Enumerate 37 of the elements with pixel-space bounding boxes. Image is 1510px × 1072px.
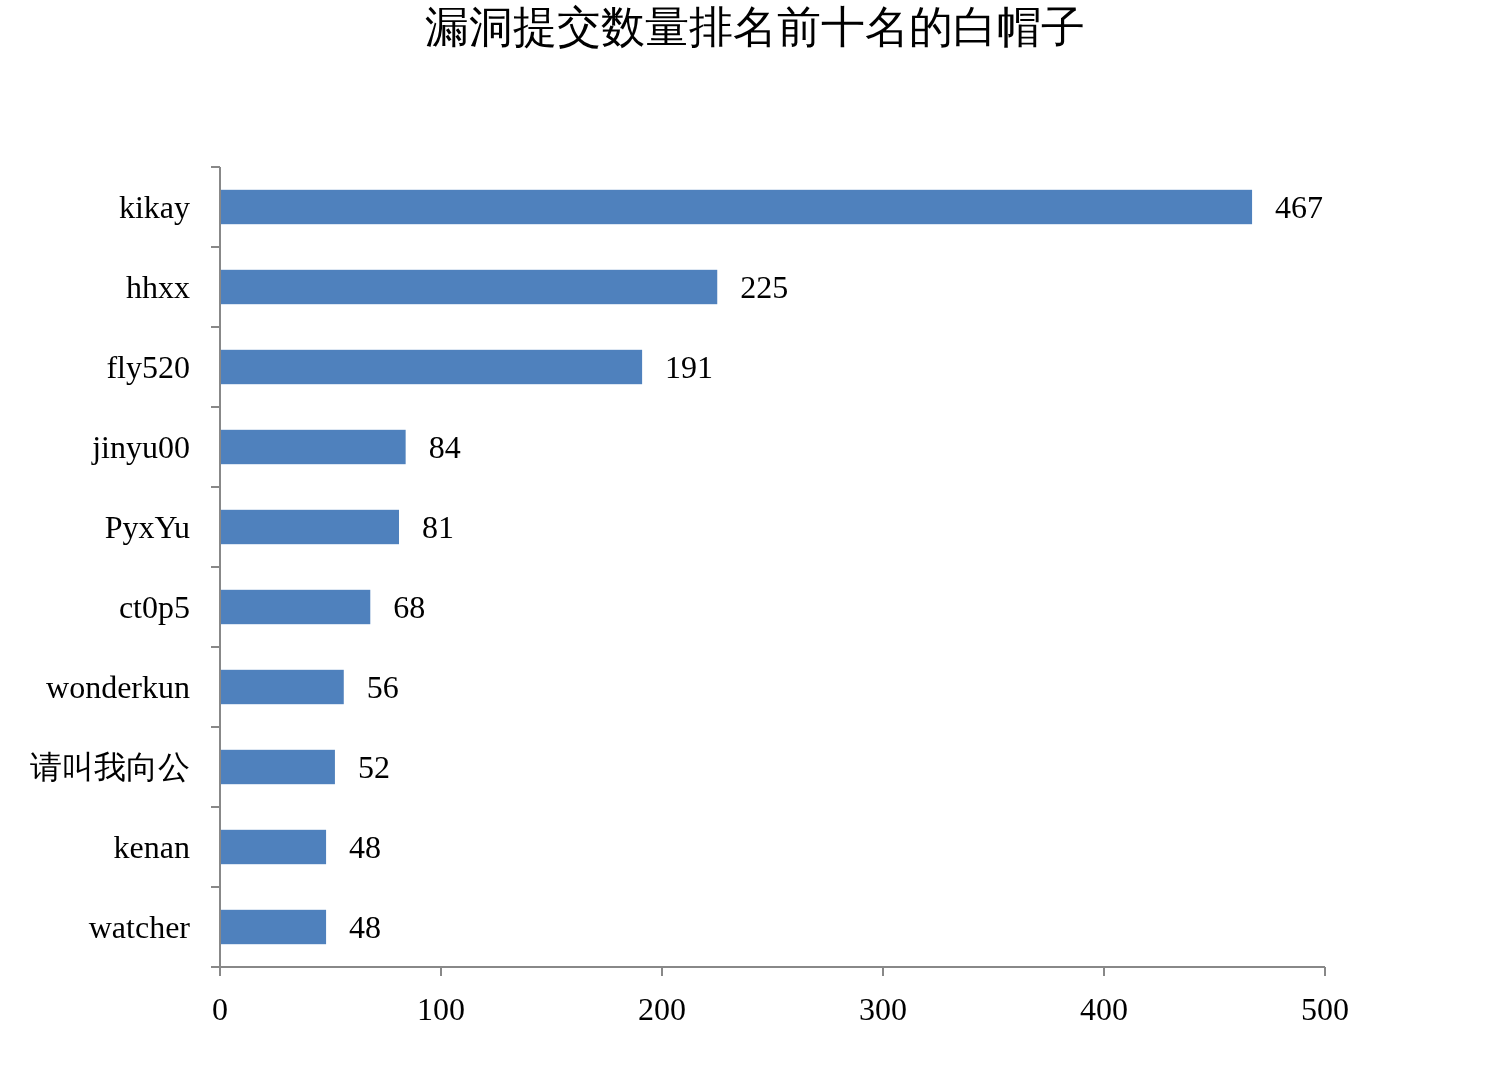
data-label: 225 — [740, 269, 789, 305]
y-tick-label: hhxx — [126, 269, 190, 305]
y-tick-label: watcher — [88, 909, 191, 945]
bar — [220, 189, 1253, 225]
data-label: 467 — [1275, 189, 1324, 225]
data-label: 52 — [357, 749, 390, 785]
bar — [220, 909, 327, 945]
data-label: 56 — [366, 669, 399, 705]
bar — [220, 829, 327, 865]
y-tick-label: jinyu00 — [91, 429, 190, 465]
x-tick-label: 200 — [638, 991, 686, 1027]
bar — [220, 749, 335, 785]
y-tick-label: ct0p5 — [118, 589, 190, 625]
y-tick-label: PyxYu — [104, 509, 190, 545]
y-tick-label: wonderkun — [46, 669, 190, 705]
y-tick-label: kikay — [118, 189, 190, 225]
x-tick-label: 400 — [1080, 991, 1128, 1027]
bar — [220, 509, 400, 545]
y-tick-label: kenan — [113, 829, 190, 865]
y-tick-label: 请叫我向公 — [30, 749, 190, 785]
bar — [220, 589, 371, 625]
bar — [220, 669, 344, 705]
x-tick-label: 100 — [417, 991, 465, 1027]
data-label: 81 — [422, 509, 455, 545]
bar — [220, 349, 643, 385]
x-tick-label: 300 — [859, 991, 907, 1027]
data-label: 68 — [393, 589, 426, 625]
x-tick-label: 0 — [212, 991, 228, 1027]
data-label: 48 — [349, 829, 382, 865]
data-label: 48 — [349, 909, 382, 945]
data-label: 191 — [665, 349, 714, 385]
y-tick-label: fly520 — [106, 349, 190, 385]
bar — [220, 429, 406, 465]
bar — [220, 269, 718, 305]
x-tick-label: 500 — [1301, 991, 1349, 1027]
chart-title: 漏洞提交数量排名前十名的白帽子 — [425, 2, 1085, 51]
data-label: 84 — [428, 429, 461, 465]
